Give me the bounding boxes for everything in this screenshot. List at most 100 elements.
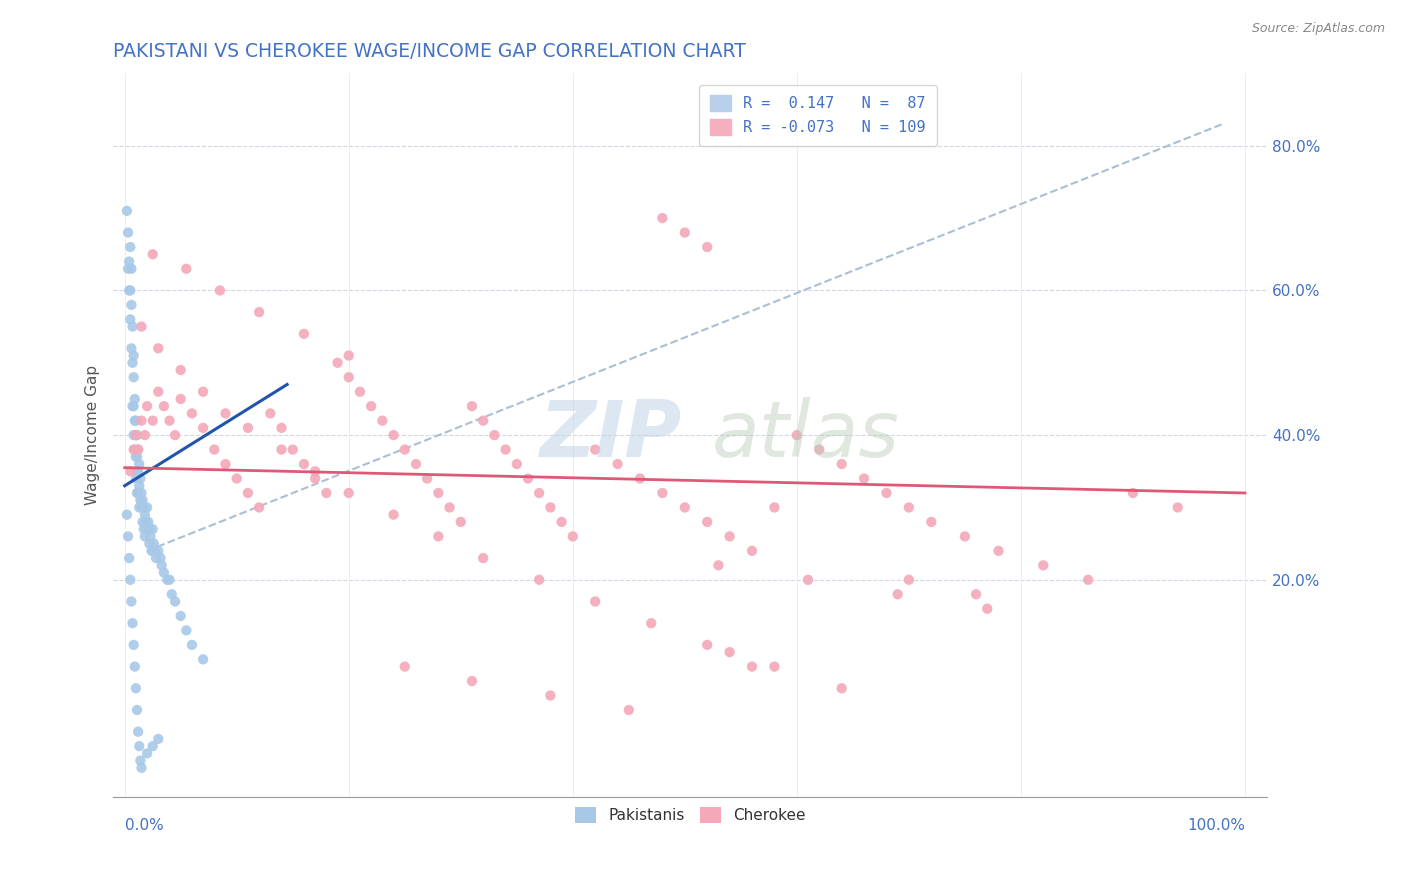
Point (831, 681, 853, 696)
Point (142, 739, 165, 754)
Point (138, 536, 160, 550)
Point (920, 515, 942, 529)
Point (129, 493, 152, 508)
Point (897, 500, 920, 515)
Point (281, 442, 304, 457)
Point (461, 674, 484, 689)
Point (875, 486, 897, 500)
Point (160, 587, 183, 601)
Point (214, 457, 236, 471)
Point (315, 486, 337, 500)
Point (506, 457, 529, 471)
Point (349, 384, 371, 399)
Point (270, 421, 292, 435)
Point (115, 508, 138, 522)
Point (495, 442, 517, 457)
Point (696, 515, 718, 529)
Point (673, 500, 696, 515)
Point (136, 399, 159, 413)
Point (180, 638, 202, 652)
Text: atlas: atlas (711, 397, 900, 473)
Point (128, 457, 150, 471)
Point (125, 450, 148, 464)
Point (170, 363, 193, 377)
Point (450, 515, 472, 529)
Point (142, 522, 165, 536)
Point (122, 399, 145, 413)
Point (180, 406, 202, 420)
Point (808, 442, 831, 457)
Point (640, 616, 662, 631)
Point (797, 573, 820, 587)
Point (141, 544, 163, 558)
Point (150, 558, 173, 573)
Text: 0.0%: 0.0% (125, 819, 163, 833)
Point (270, 442, 292, 457)
Point (142, 414, 165, 428)
Point (136, 500, 159, 515)
Point (405, 457, 427, 471)
Point (136, 515, 159, 529)
Point (696, 240, 718, 254)
Point (538, 500, 561, 515)
Point (416, 471, 439, 485)
Point (125, 486, 148, 500)
Point (382, 508, 405, 522)
Point (134, 529, 156, 543)
Point (125, 703, 148, 717)
Point (472, 551, 495, 566)
Point (125, 464, 148, 478)
Point (148, 731, 170, 746)
Point (125, 471, 148, 485)
Point (247, 305, 270, 319)
Point (124, 392, 146, 406)
Point (427, 486, 450, 500)
Point (225, 471, 247, 485)
Point (125, 414, 148, 428)
Point (326, 356, 349, 370)
Point (120, 298, 142, 312)
Point (651, 211, 673, 226)
Point (135, 515, 157, 529)
Point (236, 421, 259, 435)
Point (371, 414, 394, 428)
Point (1032, 558, 1054, 573)
Point (131, 761, 153, 775)
Point (143, 544, 166, 558)
Point (124, 659, 146, 673)
Point (337, 349, 360, 363)
Point (583, 594, 606, 608)
Point (853, 471, 876, 485)
Point (786, 428, 808, 442)
Point (763, 659, 786, 673)
Point (148, 384, 170, 399)
Point (118, 551, 141, 566)
Point (214, 406, 236, 420)
Point (120, 284, 142, 298)
Point (132, 522, 155, 536)
Point (527, 573, 550, 587)
Point (120, 240, 142, 254)
Point (170, 609, 193, 624)
Point (337, 370, 360, 384)
Point (127, 464, 149, 478)
Point (651, 486, 673, 500)
Point (129, 754, 152, 768)
Point (131, 493, 153, 508)
Point (741, 659, 763, 673)
Point (696, 638, 718, 652)
Point (583, 442, 606, 457)
Point (120, 261, 142, 276)
Point (394, 442, 416, 457)
Point (129, 471, 152, 485)
Point (472, 414, 495, 428)
Point (394, 659, 416, 673)
Text: Source: ZipAtlas.com: Source: ZipAtlas.com (1251, 22, 1385, 36)
Point (617, 703, 640, 717)
Point (142, 247, 165, 261)
Point (118, 284, 141, 298)
Point (1077, 573, 1099, 587)
Point (382, 428, 405, 442)
Point (145, 551, 167, 566)
Point (122, 638, 145, 652)
